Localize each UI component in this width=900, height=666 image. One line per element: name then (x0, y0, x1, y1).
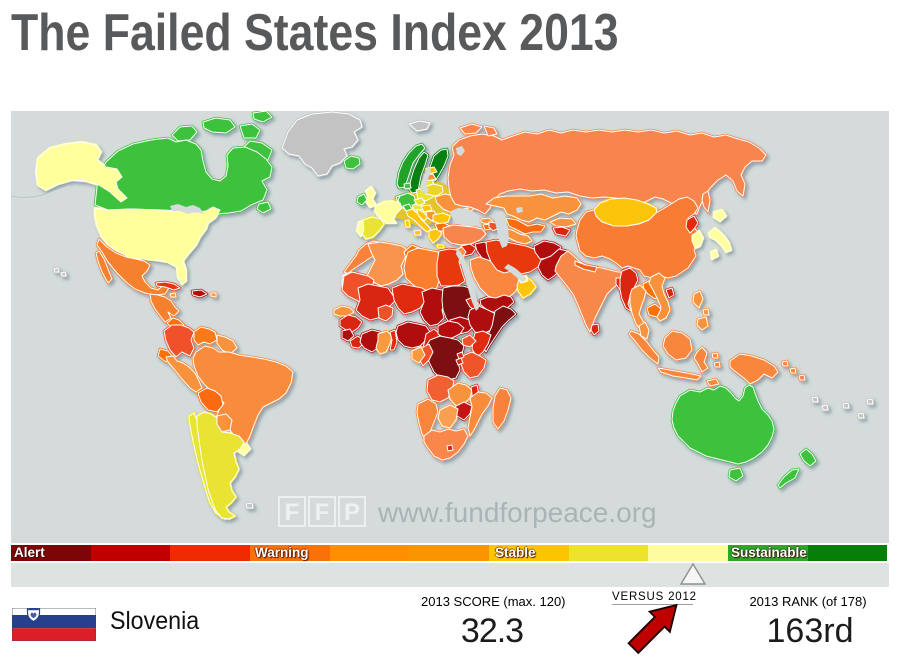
svg-text:www.fundforpeace.org: www.fundforpeace.org (377, 497, 657, 528)
svg-text:P: P (344, 499, 360, 526)
svg-text:F: F (315, 499, 330, 526)
svg-text:F: F (285, 499, 300, 526)
